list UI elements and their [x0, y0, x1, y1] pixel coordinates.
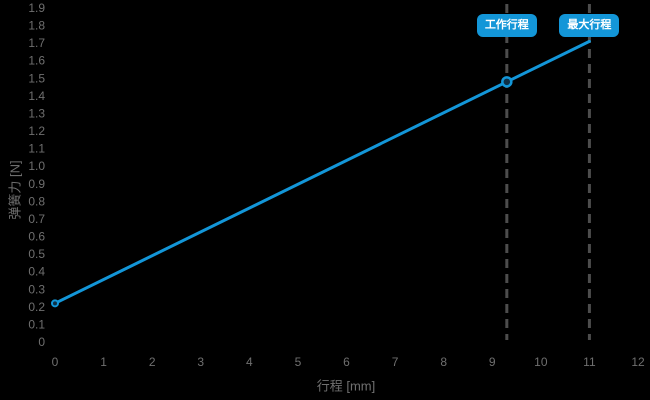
- x-tick-label: 2: [149, 355, 156, 369]
- y-tick-label: 1.8: [28, 19, 45, 33]
- x-axis-title: 行程 [mm]: [316, 378, 376, 394]
- y-tick-label: 0.5: [28, 247, 45, 261]
- x-tick-label: 12: [631, 355, 645, 369]
- y-tick-label: 0.4: [28, 265, 45, 279]
- working-point-marker: [501, 76, 513, 88]
- y-tick-label: 1.5: [28, 71, 45, 85]
- reference-badge-0: 工作行程: [476, 14, 537, 37]
- y-tick-label: 0.9: [28, 177, 45, 191]
- y-tick-label: 0.2: [28, 300, 45, 314]
- x-tick-label: 8: [440, 355, 447, 369]
- x-tick-label: 6: [343, 355, 350, 369]
- reference-badge-1: 最大行程: [559, 14, 620, 37]
- y-tick-label: 0.7: [28, 212, 45, 226]
- y-tick-label: 0.6: [28, 230, 45, 244]
- y-tick-label: 1.3: [28, 106, 45, 120]
- x-tick-label: 7: [392, 355, 399, 369]
- x-tick-label: 1: [100, 355, 107, 369]
- x-tick-label: 9: [489, 355, 496, 369]
- y-tick-label: 1.7: [28, 36, 45, 50]
- x-tick-label: 5: [295, 355, 302, 369]
- x-tick-label: 0: [52, 355, 59, 369]
- y-tick-label: 1.9: [28, 1, 45, 15]
- x-tick-label: 11: [583, 355, 596, 369]
- y-tick-label: 0.1: [28, 317, 45, 331]
- y-tick-label: 0.3: [28, 282, 45, 296]
- x-tick-label: 4: [246, 355, 253, 369]
- y-tick-label: 1.1: [28, 142, 45, 156]
- y-tick-label: 1.0: [28, 159, 45, 173]
- y-tick-label: 1.2: [28, 124, 45, 138]
- y-tick-label: 0: [38, 335, 45, 349]
- start-point-marker: [51, 299, 59, 308]
- y-tick-label: 1.4: [28, 89, 45, 103]
- x-tick-label: 10: [534, 355, 548, 369]
- x-tick-label: 3: [197, 355, 204, 369]
- y-tick-label: 1.6: [28, 54, 45, 68]
- y-axis-title: 弹簧力 [N]: [7, 160, 23, 220]
- y-tick-label: 0.8: [28, 194, 45, 208]
